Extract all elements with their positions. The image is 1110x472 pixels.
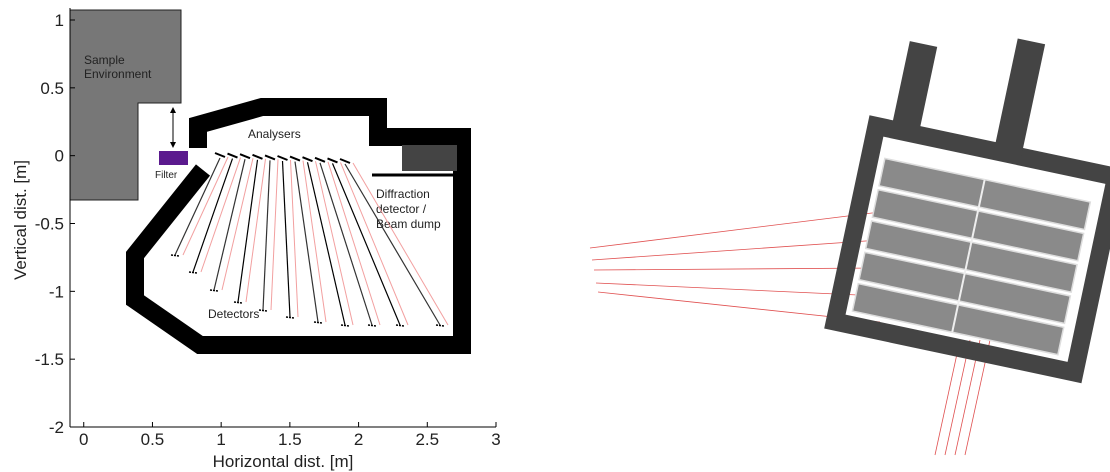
- x-tick-label: 2.5: [415, 430, 439, 449]
- label: detector /: [376, 202, 427, 216]
- instrument-3d: [835, 13, 1110, 372]
- ray: [263, 160, 270, 310]
- x-tick-label: 0.5: [141, 430, 165, 449]
- analyser: [303, 157, 313, 161]
- analyser: [215, 153, 225, 157]
- x-tick-label: 0: [79, 430, 88, 449]
- filter: [159, 151, 188, 165]
- analyser: [328, 158, 338, 162]
- detector: [234, 302, 242, 303]
- left-panel: Sample Environment Filter Analysers Diff…: [11, 8, 501, 471]
- ray: [308, 162, 346, 325]
- analyser: [290, 157, 300, 161]
- detector: [189, 272, 197, 273]
- detector: [368, 325, 376, 326]
- analyser: [228, 154, 238, 158]
- analyser: [278, 156, 288, 160]
- rays: [171, 153, 448, 326]
- label: Filter: [155, 170, 178, 181]
- analyser: [240, 154, 250, 158]
- detector: [396, 325, 404, 326]
- y-tick-label: 0: [55, 147, 64, 166]
- analyser: [265, 155, 275, 159]
- x-axis-label: Horizontal dist. [m]: [213, 452, 354, 471]
- label: Diffraction: [376, 187, 430, 201]
- beam-dump: [402, 145, 457, 171]
- ray: [291, 160, 299, 317]
- detector: [341, 325, 349, 326]
- y-tick-label: 0.5: [40, 79, 64, 98]
- ray: [316, 161, 354, 325]
- ray: [214, 159, 245, 290]
- detector: [286, 317, 294, 318]
- figure: Sample Environment Filter Analysers Diff…: [0, 0, 1110, 472]
- ray: [283, 161, 291, 317]
- label: Sample: [84, 53, 125, 67]
- y-tick-label: -0.5: [35, 215, 64, 234]
- x-tick-label: 2: [354, 430, 363, 449]
- y-tick-label: -2: [49, 418, 64, 437]
- analyser: [315, 158, 325, 162]
- y-tick-label: 1: [55, 11, 64, 30]
- label: Analysers: [248, 127, 301, 141]
- analyser: [253, 155, 263, 159]
- right-panel: [590, 13, 1110, 455]
- ray: [320, 163, 372, 325]
- chimney: [994, 38, 1045, 156]
- label: Environment: [84, 67, 152, 81]
- detector: [436, 325, 444, 326]
- ray: [246, 159, 266, 302]
- y-tick-label: -1.5: [35, 350, 64, 369]
- label: Detectors: [208, 307, 259, 321]
- x-tick-label: 1: [216, 430, 225, 449]
- ray: [183, 157, 228, 255]
- ray: [328, 162, 380, 325]
- x-tick-label: 1.5: [278, 430, 302, 449]
- analyser: [340, 159, 350, 163]
- detector: [210, 290, 218, 291]
- ray: [271, 159, 278, 310]
- x-tick-label: 3: [491, 430, 500, 449]
- detector: [314, 322, 322, 323]
- y-axis-label: Vertical dist. [m]: [11, 160, 30, 280]
- detector: [259, 310, 267, 311]
- detector: [171, 255, 179, 256]
- chimney: [891, 41, 937, 135]
- y-tick-label: -1: [49, 282, 64, 301]
